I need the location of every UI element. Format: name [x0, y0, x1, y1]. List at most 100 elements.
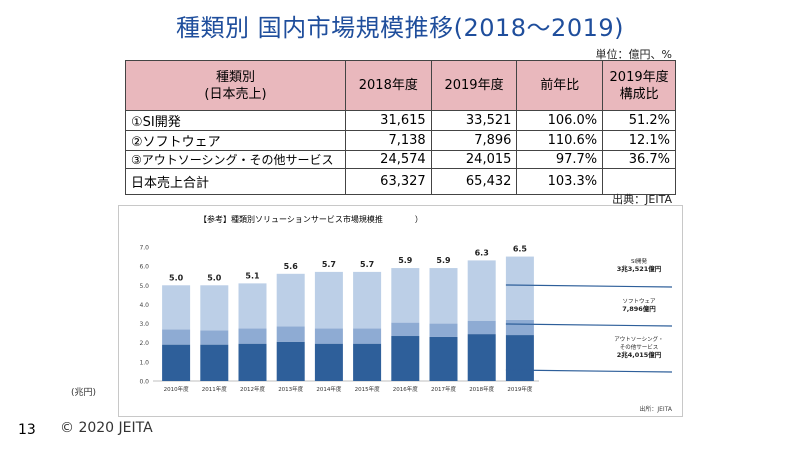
bar-segment-1: [505, 335, 534, 381]
bar-segment-3: [429, 268, 458, 324]
unit-label: 単位：億円、%: [595, 48, 672, 61]
page-number: 13: [18, 422, 36, 438]
bar-total-label: 5.0: [169, 273, 184, 282]
bar-segment-2: [162, 329, 191, 345]
bar-total-label: 5.1: [245, 271, 260, 280]
bar-segment-2: [314, 328, 343, 344]
total-2018: 63,327: [344, 168, 432, 195]
table-row: ②ソフトウェア 7,138 7,896 110.6% 12.1%: [125, 130, 676, 151]
x-tick-label: 2013年度: [278, 385, 303, 393]
row-2019: 33,521: [430, 110, 518, 131]
header-2018: 2018年度: [344, 60, 432, 111]
bar-segment-2: [200, 330, 229, 345]
bar-segment-2: [276, 326, 305, 342]
y-tick-label: 3.0: [139, 321, 149, 328]
annotation-line: [505, 284, 673, 288]
x-tick-label: 2016年度: [393, 385, 418, 393]
total-yoy: 103.3%: [516, 168, 604, 195]
bar-segment-2: [505, 319, 534, 336]
chart-unit-label: (兆円): [71, 388, 97, 398]
total-label: 日本売上合計: [125, 168, 346, 195]
y-tick-label: 0.0: [139, 379, 149, 386]
bar-segment-1: [391, 336, 420, 381]
x-tick-label: 2015年度: [355, 385, 380, 393]
bar-segment-1: [276, 341, 305, 381]
bar-total-label: 5.7: [360, 260, 374, 269]
x-tick-label: 2012年度: [240, 385, 265, 393]
annotation-label: アウトソーシング・: [614, 335, 663, 343]
bar-segment-3: [467, 260, 496, 321]
row-2018: 24,574: [344, 150, 432, 169]
bar-total-label: 6.3: [475, 248, 489, 257]
row-share: 36.7%: [602, 150, 676, 169]
y-tick-label: 1.0: [139, 359, 149, 366]
x-tick-label: 2014年度: [316, 385, 341, 393]
header-share: 2019年度 構成比: [602, 60, 676, 111]
row-label: ②ソフトウェア: [125, 130, 346, 151]
x-tick-label: 2017年度: [431, 385, 456, 393]
bar-segment-3: [505, 256, 534, 320]
bar-total-label: 5.7: [322, 260, 336, 269]
bar-segment-2: [353, 328, 382, 344]
bar-segment-3: [162, 285, 191, 330]
row-label: ①SI開発: [125, 110, 346, 131]
annotation-label: ソフトウェア: [622, 297, 656, 305]
y-tick-label: 4.0: [139, 302, 149, 309]
bar-segment-3: [276, 273, 305, 327]
bar-total-label: 6.5: [513, 245, 528, 254]
annotation-label: 2兆4,015億円: [617, 350, 662, 359]
bar-segment-1: [238, 343, 267, 381]
chart-title: 【参考】種類別ソリューションサービス市場規模推 ）: [199, 214, 423, 224]
chart-frame: 【参考】種類別ソリューションサービス市場規模推 ） 0.0 1.0 2.0 3.0 4.0…: [118, 205, 683, 417]
row-yoy: 106.0%: [516, 110, 604, 131]
bar-total-label: 5.9: [436, 256, 451, 265]
bar-segment-1: [353, 343, 382, 381]
annotation-label: その他サービス: [620, 343, 659, 351]
y-tick-label: 7.0: [139, 245, 149, 252]
bar-segment-2: [238, 328, 267, 344]
bar-segment-1: [429, 336, 458, 381]
stacked-bar-chart: 【参考】種類別ソリューションサービス市場規模推 ） 0.0 1.0 2.0 3.0 4.0…: [139, 214, 673, 413]
bar-segment-3: [238, 283, 267, 329]
y-tick-label: 2.0: [139, 340, 149, 347]
row-2018: 31,615: [344, 110, 432, 131]
row-label: ③アウトソーシング・その他サービス: [125, 150, 346, 169]
x-tick-label: 2019年度: [507, 385, 532, 393]
row-yoy: 110.6%: [516, 130, 604, 151]
header-2019: 2019年度: [430, 60, 518, 111]
annotation-label: 7,896億円: [622, 304, 656, 313]
bar-segment-1: [162, 344, 191, 381]
bar-segment-1: [200, 344, 229, 381]
bar-segment-3: [391, 268, 420, 323]
annotation-label: SI開発: [631, 257, 648, 265]
bar-total-label: 5.6: [284, 262, 299, 271]
table-row: ①SI開発 31,615 33,521 106.0% 51.2%: [125, 110, 676, 131]
copyright-text: © 2020 JEITA: [60, 420, 153, 436]
row-2019: 24,015: [430, 150, 518, 169]
total-share: [602, 168, 676, 195]
chart-source: 出所：JEITA: [639, 405, 673, 413]
row-yoy: 97.7%: [516, 150, 604, 169]
bar-segment-3: [314, 271, 343, 329]
table-header-row: 種類別 (日本売上) 2018年度 2019年度 前年比 2019年度 構成比: [125, 60, 676, 111]
market-size-table: 種類別 (日本売上) 2018年度 2019年度 前年比 2019年度 構成比 ①S…: [125, 60, 676, 195]
row-share: 51.2%: [602, 110, 676, 131]
x-tick-label: 2010年度: [164, 385, 189, 393]
row-2018: 7,138: [344, 130, 432, 151]
bar-segment-3: [353, 271, 382, 329]
annotation-label: 3兆3,521億円: [617, 264, 662, 273]
bar-segment-1: [467, 334, 496, 381]
total-2019: 65,432: [430, 168, 518, 195]
annotation-line: [505, 369, 673, 373]
bar-segment-2: [429, 323, 458, 337]
x-tick-label: 2018年度: [469, 385, 494, 393]
bar-total-label: 5.9: [398, 256, 413, 265]
table-row: ③アウトソーシング・その他サービス 24,574 24,015 97.7% 36…: [125, 150, 676, 169]
x-tick-label: 2011年度: [202, 385, 227, 393]
slide-title: 種類別 国内市場規模推移(2018～2019): [175, 14, 624, 42]
bar-segment-1: [314, 343, 343, 381]
bar-segment-3: [200, 285, 229, 331]
row-2019: 7,896: [430, 130, 518, 151]
table-total-row: 日本売上合計 63,327 65,432 103.3%: [125, 168, 676, 195]
annotation-line: [505, 323, 673, 327]
